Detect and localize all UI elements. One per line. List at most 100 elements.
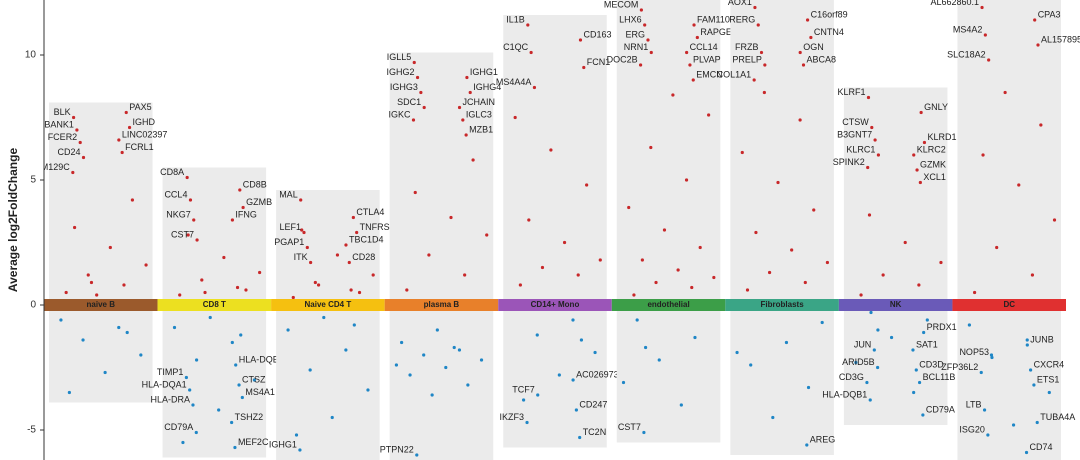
gene-label: TNFRSF4 xyxy=(360,222,401,232)
point xyxy=(790,248,794,252)
group-band xyxy=(498,299,612,311)
point xyxy=(529,50,533,55)
gene-label: ZFP36L2 xyxy=(941,362,978,372)
gene-label: RERG xyxy=(729,14,755,24)
point xyxy=(640,258,644,262)
point xyxy=(72,225,77,230)
gene-label: NRN1 xyxy=(624,42,649,52)
point xyxy=(415,75,420,80)
point xyxy=(184,375,188,380)
group-band xyxy=(157,299,272,311)
point xyxy=(172,325,177,330)
point xyxy=(95,293,99,297)
point xyxy=(1029,368,1033,372)
point xyxy=(181,440,185,445)
point xyxy=(986,433,990,437)
gene-label: MS4A2 xyxy=(953,24,983,34)
point xyxy=(316,283,321,287)
point xyxy=(302,230,306,235)
point xyxy=(178,293,182,297)
point xyxy=(798,50,802,55)
gene-label: CD8B xyxy=(243,179,267,189)
point xyxy=(767,270,772,275)
gene-label: EMCN xyxy=(696,69,723,79)
point xyxy=(233,445,237,450)
point xyxy=(639,8,643,12)
point xyxy=(71,115,76,120)
group-band xyxy=(271,299,385,311)
point xyxy=(144,263,148,267)
point xyxy=(479,358,484,362)
gene-label: AL157895.1 xyxy=(1041,34,1080,44)
point xyxy=(120,150,124,155)
point xyxy=(526,23,530,27)
group-band xyxy=(611,299,726,311)
point xyxy=(457,348,462,352)
gene-label: IGLL5 xyxy=(387,52,412,62)
gene-label: CCL14 xyxy=(690,42,718,52)
gene-label: PRELP xyxy=(732,54,762,64)
point xyxy=(698,245,702,250)
gene-label: KLRF1 xyxy=(837,87,865,97)
point xyxy=(579,338,584,342)
point xyxy=(784,340,789,345)
point xyxy=(562,240,567,245)
gene-label: MS4A4A xyxy=(496,77,532,87)
point xyxy=(139,353,143,357)
point xyxy=(335,253,340,257)
y-tick-label: 0 xyxy=(30,300,36,311)
point xyxy=(939,260,943,265)
point xyxy=(309,260,313,265)
gene-label: BLK xyxy=(54,107,71,117)
point xyxy=(217,408,221,412)
point xyxy=(762,90,766,95)
point xyxy=(695,35,699,40)
point xyxy=(752,78,756,82)
point xyxy=(868,398,872,402)
group-label: CD8 T xyxy=(203,300,226,309)
point xyxy=(1039,123,1043,127)
gene-label: IKZF3 xyxy=(500,412,525,422)
gene-label: CTSZ xyxy=(242,374,266,384)
point xyxy=(979,370,983,375)
point xyxy=(258,270,262,275)
point xyxy=(692,23,696,27)
gene-label: IGHD xyxy=(133,117,156,127)
point xyxy=(918,180,922,185)
point xyxy=(195,238,199,242)
group-box xyxy=(389,52,494,460)
point xyxy=(427,253,431,257)
gene-label: IGHG1 xyxy=(269,439,297,449)
point xyxy=(745,288,750,292)
point xyxy=(127,125,132,130)
point xyxy=(987,58,991,62)
group-band xyxy=(725,299,839,311)
point xyxy=(422,353,426,357)
point xyxy=(693,335,697,340)
point xyxy=(252,378,257,382)
group-box xyxy=(503,15,607,448)
point xyxy=(461,118,465,122)
point xyxy=(185,175,189,180)
point xyxy=(869,310,873,315)
gene-label: CTLA4 xyxy=(356,207,384,217)
point xyxy=(468,90,472,95)
gene-label: FAM129C xyxy=(30,162,71,172)
point xyxy=(753,5,757,10)
point xyxy=(117,138,121,142)
gene-label: PTPN22 xyxy=(380,444,414,454)
point xyxy=(240,395,244,400)
point xyxy=(632,293,636,297)
gene-label: AREG xyxy=(810,434,836,444)
point xyxy=(86,273,90,277)
gene-label: TUBA4A xyxy=(1040,412,1075,422)
gene-label: GZMB xyxy=(246,197,272,207)
point xyxy=(735,350,739,355)
point xyxy=(78,140,82,145)
point xyxy=(203,290,207,295)
point xyxy=(805,18,810,22)
gene-label: LHX6 xyxy=(619,14,642,24)
point xyxy=(989,353,994,357)
point xyxy=(643,23,647,27)
